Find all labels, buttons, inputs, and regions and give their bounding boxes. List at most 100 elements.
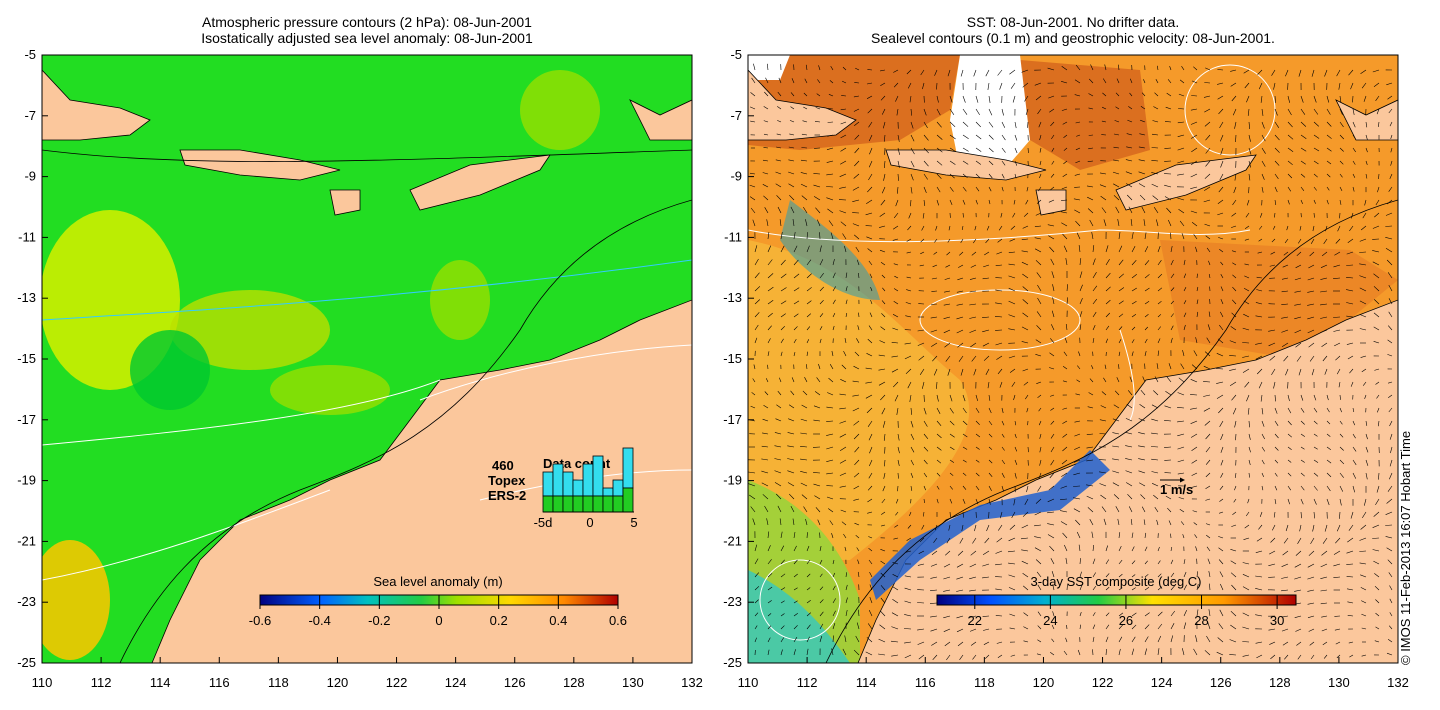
velocity-vector — [882, 420, 886, 428]
velocity-vector — [1300, 147, 1307, 152]
velocity-vector — [1144, 301, 1150, 305]
velocity-vector — [867, 420, 873, 427]
velocity-vector — [793, 559, 798, 565]
velocity-vector — [949, 511, 951, 518]
velocity-vector — [1008, 537, 1016, 542]
velocity-vector — [1104, 364, 1107, 370]
velocity-vector — [1062, 366, 1068, 370]
velocity-vector — [1088, 93, 1094, 97]
velocity-vector — [1322, 355, 1328, 362]
sst-patch-cool — [748, 240, 970, 560]
velocity-vector — [802, 390, 808, 396]
velocity-vector — [1075, 160, 1081, 164]
velocity-vector — [1170, 585, 1175, 591]
velocity-vector — [881, 498, 886, 504]
velocity-vector — [867, 186, 873, 193]
colorbar-tick-label: 0.6 — [609, 613, 627, 628]
velocity-vector — [936, 472, 941, 477]
velocity-vector — [1105, 338, 1108, 344]
topex-count-bar — [592, 455, 604, 497]
velocity-vector — [1088, 78, 1094, 84]
velocity-vector — [1052, 584, 1055, 591]
velocity-vector — [761, 470, 769, 474]
velocity-vector — [1375, 199, 1380, 206]
velocity-vector — [1230, 69, 1237, 72]
velocity-vector — [1219, 121, 1224, 129]
velocity-vector — [806, 599, 811, 604]
lon-tick-label: 130 — [622, 675, 644, 690]
velocity-vector — [1078, 544, 1081, 552]
velocity-vector — [896, 108, 899, 116]
velocity-vector — [1346, 264, 1354, 266]
velocity-vector — [923, 134, 929, 141]
velocity-vector — [816, 93, 821, 97]
velocity-vector — [858, 312, 860, 318]
velocity-vector — [1035, 95, 1042, 101]
velocity-vector — [1387, 559, 1393, 565]
velocity-vector — [1127, 119, 1133, 123]
velocity-vector — [1378, 121, 1380, 127]
velocity-vector — [1128, 206, 1133, 214]
velocity-vector — [819, 338, 822, 344]
velocity-vector — [1203, 381, 1211, 383]
velocity-vector — [844, 635, 847, 643]
velocity-vector — [984, 654, 990, 659]
velocity-vector — [920, 69, 925, 76]
velocity-vector — [922, 381, 925, 389]
velocity-vector — [988, 173, 993, 179]
velocity-vector — [1243, 69, 1250, 74]
data-count-tick: 5 — [630, 515, 637, 530]
velocity-vector — [1245, 511, 1250, 517]
velocity-vector — [1125, 159, 1133, 162]
velocity-vector — [814, 121, 821, 123]
velocity-vector — [1073, 497, 1081, 500]
velocity-vector — [1116, 78, 1120, 84]
velocity-vector — [1208, 609, 1211, 617]
velocity-vector — [1144, 648, 1147, 656]
velocity-vector — [988, 160, 994, 166]
velocity-vector — [1339, 472, 1344, 478]
velocity-vector — [1242, 368, 1250, 373]
velocity-vector — [1066, 284, 1068, 292]
velocity-vector — [754, 637, 757, 643]
velocity-vector — [754, 544, 758, 552]
velocity-vector — [1051, 134, 1055, 140]
velocity-vector — [1347, 355, 1354, 360]
velocity-vector — [910, 420, 914, 428]
velocity-vector — [800, 418, 808, 422]
velocity-vector — [949, 459, 955, 463]
velocity-vector — [1153, 494, 1159, 500]
velocity-vector — [1361, 82, 1367, 89]
velocity-vector — [1285, 69, 1289, 77]
velocity-vector — [814, 391, 821, 396]
velocity-vector — [1336, 69, 1341, 77]
velocity-vector — [880, 560, 886, 565]
ers2-count-bar — [602, 495, 614, 513]
velocity-vector — [1387, 199, 1393, 205]
velocity-vector — [763, 133, 769, 136]
velocity-vector — [1313, 134, 1320, 139]
velocity-vector — [1064, 544, 1068, 552]
velocity-vector — [1131, 313, 1137, 318]
velocity-vector — [1190, 433, 1198, 438]
velocity-vector — [761, 482, 769, 487]
velocity-vector — [1157, 338, 1161, 344]
velocity-vector — [1062, 433, 1068, 438]
velocity-vector — [845, 312, 848, 318]
velocity-vector — [1099, 172, 1107, 175]
velocity-vector — [972, 537, 977, 544]
velocity-vector — [829, 364, 834, 370]
velocity-vector — [936, 121, 942, 128]
velocity-vector — [1373, 326, 1380, 331]
velocity-vector — [1049, 367, 1055, 370]
velocity-vector — [801, 494, 808, 500]
velocity-vector — [1125, 458, 1133, 461]
velocity-vector — [1037, 584, 1042, 591]
velocity-vector — [1190, 210, 1198, 214]
velocity-vector — [1092, 649, 1094, 656]
velocity-vector — [1118, 532, 1121, 539]
velocity-vector — [878, 368, 886, 371]
velocity-vector — [1151, 404, 1159, 409]
velocity-vector — [999, 82, 1003, 90]
